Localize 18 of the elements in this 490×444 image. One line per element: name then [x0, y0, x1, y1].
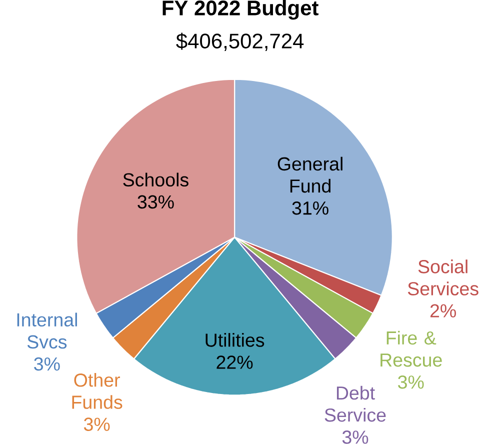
data-label: 3%: [398, 376, 424, 389]
slice-label: Internal Svcs: [17, 312, 77, 349]
slice-label: Debt Service: [324, 386, 386, 422]
chart-title: FY 2022 Budget: [162, 0, 318, 20]
data-label: 33%: [138, 195, 174, 209]
data-label: 3%: [342, 430, 368, 444]
slice-label: General Fund: [278, 156, 342, 193]
slice-label: Schools: [123, 172, 188, 187]
slice-label: Utilities: [206, 333, 264, 347]
data-label: 31%: [292, 202, 328, 215]
slice-label: Social Services: [408, 260, 478, 296]
slice-label: Other Funds: [72, 373, 122, 409]
data-label: 22%: [216, 356, 253, 369]
chart-subtitle: $406,502,724: [176, 32, 304, 52]
data-label: 3%: [84, 418, 110, 432]
data-label: 3%: [34, 357, 60, 371]
slice-label: Fire & Rescue: [380, 330, 442, 367]
data-label: 2%: [430, 304, 456, 318]
